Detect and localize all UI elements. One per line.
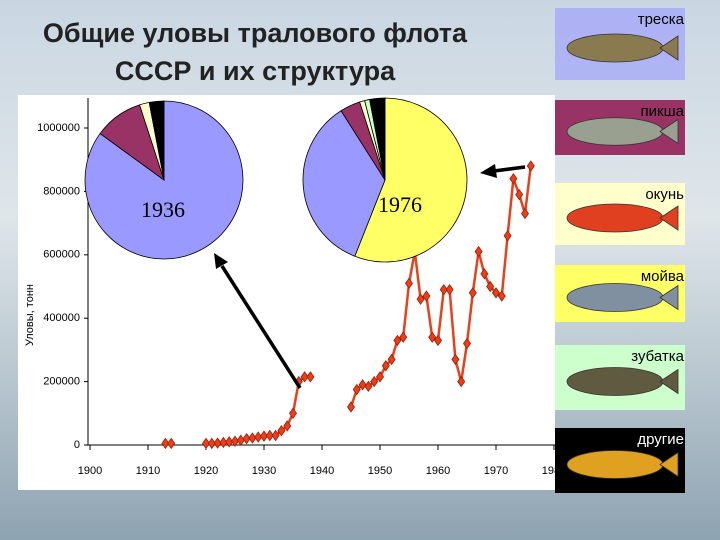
data-marker bbox=[213, 437, 222, 449]
x-tick-label: 1970 bbox=[484, 465, 508, 477]
data-marker bbox=[225, 436, 234, 448]
data-marker bbox=[497, 290, 506, 302]
y-tick-label: 1000000 bbox=[37, 122, 80, 134]
data-marker bbox=[260, 430, 268, 442]
pie-label: 1976 bbox=[378, 192, 422, 217]
data-marker bbox=[428, 331, 437, 343]
data-marker bbox=[492, 287, 500, 299]
data-marker bbox=[445, 283, 454, 296]
data-marker bbox=[381, 360, 390, 372]
data-marker bbox=[207, 437, 216, 450]
data-marker bbox=[352, 383, 361, 396]
fish-icon bbox=[566, 117, 664, 146]
fish-icon bbox=[566, 203, 664, 233]
arrow-head bbox=[480, 164, 497, 178]
data-marker bbox=[463, 337, 471, 350]
y-tick-label: 800000 bbox=[43, 185, 80, 197]
data-marker bbox=[422, 290, 431, 302]
data-marker bbox=[376, 371, 384, 383]
data-marker bbox=[457, 375, 466, 388]
fish-icon bbox=[566, 367, 664, 396]
data-marker bbox=[526, 160, 535, 172]
fish-tail bbox=[659, 118, 679, 145]
data-marker bbox=[393, 334, 402, 347]
data-marker bbox=[202, 437, 210, 450]
pie-slice bbox=[148, 100, 165, 181]
y-tick-label: 200000 bbox=[43, 376, 80, 388]
data-marker bbox=[387, 353, 396, 366]
data-marker bbox=[283, 420, 292, 432]
fish-icon bbox=[566, 283, 664, 312]
data-marker bbox=[265, 429, 274, 442]
data-marker bbox=[364, 380, 373, 393]
data-marker bbox=[399, 331, 408, 343]
data-marker bbox=[370, 375, 379, 388]
fish-tail bbox=[659, 284, 679, 311]
data-marker bbox=[306, 371, 315, 383]
legend-item: мойва bbox=[555, 265, 685, 322]
data-marker bbox=[451, 353, 460, 366]
pie-label: 1936 bbox=[141, 197, 185, 222]
data-marker bbox=[468, 287, 477, 299]
data-marker bbox=[167, 437, 176, 450]
data-marker bbox=[300, 371, 309, 383]
fish-tail bbox=[659, 35, 679, 61]
legend-item: другие bbox=[555, 428, 685, 493]
legend-item: пикша bbox=[555, 100, 685, 155]
data-marker bbox=[161, 437, 170, 450]
fish-tail bbox=[659, 368, 679, 395]
data-marker bbox=[521, 207, 529, 220]
data-marker bbox=[347, 401, 355, 413]
fish-icon bbox=[566, 450, 664, 479]
legend-item: треска bbox=[555, 8, 685, 80]
x-tick-label: 1900 bbox=[78, 465, 102, 477]
x-tick-label: 1950 bbox=[368, 465, 392, 477]
data-marker bbox=[289, 407, 297, 419]
y-axis-label: Уловы, тонн bbox=[24, 284, 36, 346]
data-marker bbox=[515, 188, 524, 201]
data-marker bbox=[271, 429, 280, 442]
data-marker bbox=[503, 230, 512, 242]
legend-label: мойва bbox=[641, 268, 685, 285]
x-tick-label: 1920 bbox=[194, 465, 218, 477]
arrow bbox=[493, 165, 526, 173]
data-marker bbox=[219, 436, 228, 449]
legend-label: зубатка bbox=[631, 348, 684, 365]
arrow bbox=[220, 265, 302, 389]
x-tick-label: 1930 bbox=[252, 465, 276, 477]
title: Общие уловы тралового флота СССР и их ст… bbox=[42, 18, 468, 86]
data-marker bbox=[474, 245, 483, 258]
legend-item: зубатка bbox=[555, 345, 685, 410]
legend-item: окунь bbox=[555, 183, 685, 245]
y-tick-label: 400000 bbox=[43, 312, 80, 324]
data-marker bbox=[439, 283, 448, 296]
data-marker bbox=[277, 425, 286, 437]
pie-slice bbox=[354, 97, 468, 263]
data-marker bbox=[405, 277, 413, 290]
y-tick-label: 600000 bbox=[43, 249, 80, 261]
pie-slice bbox=[369, 97, 386, 181]
pie-slice bbox=[302, 110, 386, 257]
data-marker bbox=[486, 280, 495, 293]
y-tick-label: 0 bbox=[74, 439, 80, 451]
legend-label: пикша bbox=[641, 103, 685, 120]
arrow-head bbox=[214, 253, 228, 269]
x-tick-label: 1940 bbox=[310, 465, 334, 477]
x-tick-label: 1960 bbox=[426, 465, 450, 477]
data-marker bbox=[416, 293, 425, 305]
legend-label: другие bbox=[637, 431, 684, 448]
legend-label: окунь bbox=[645, 186, 684, 203]
fish-tail bbox=[659, 451, 679, 478]
legend-label: треска bbox=[638, 11, 685, 28]
fish-icon bbox=[566, 33, 664, 63]
data-marker bbox=[480, 268, 489, 280]
data-marker bbox=[434, 334, 442, 347]
data-marker bbox=[358, 379, 367, 391]
data-marker bbox=[509, 173, 518, 185]
data-marker bbox=[242, 432, 251, 445]
x-tick-label: 1910 bbox=[136, 465, 160, 477]
fish-tail bbox=[659, 205, 679, 231]
